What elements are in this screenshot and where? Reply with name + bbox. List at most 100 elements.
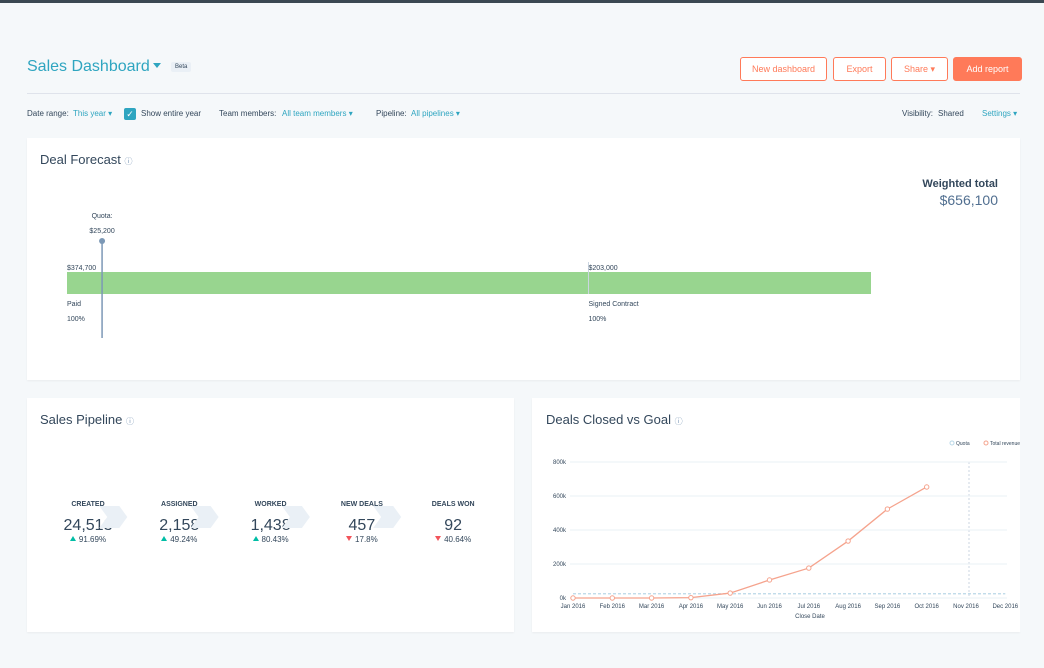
button[interactable]: Add report bbox=[953, 57, 1022, 81]
x-tick-label: Nov 2016 bbox=[953, 604, 979, 610]
divider bbox=[27, 93, 1020, 94]
stage-count: 92 bbox=[444, 517, 463, 534]
dropdown-label[interactable]: This year bbox=[73, 109, 106, 118]
stage-count: 24,513 bbox=[63, 517, 113, 534]
dashboard-title[interactable]: Sales Dashboard bbox=[27, 58, 150, 75]
filter-label: Pipeline: bbox=[376, 109, 407, 118]
stage: ASSIGNED 2,158 49.24% bbox=[139, 501, 219, 544]
forecast-bar bbox=[67, 272, 589, 294]
forecast-bar bbox=[588, 272, 871, 294]
weighted-total: $656,100 bbox=[939, 192, 998, 208]
change-text: 40.64% bbox=[444, 535, 472, 544]
visibility[interactable]: Shared bbox=[938, 109, 964, 118]
clip bbox=[1020, 398, 1044, 632]
badge: Beta bbox=[171, 62, 192, 72]
change-text: 91.69% bbox=[78, 535, 107, 544]
dropdown[interactable]: Settings ▾ bbox=[982, 109, 1018, 118]
y-tick-label: 0k bbox=[560, 596, 567, 602]
x-tick-label: Apr 2016 bbox=[679, 604, 704, 610]
change-text: 80.43% bbox=[261, 535, 289, 544]
button[interactable]: Export bbox=[833, 57, 886, 81]
filter-label: Date range: bbox=[27, 109, 69, 118]
legend-label: Quota bbox=[956, 441, 970, 447]
button[interactable]: Share ▾ bbox=[891, 57, 948, 81]
filter-label: Visibility: bbox=[902, 109, 933, 118]
card-title-text: Sales Pipeline bbox=[40, 412, 123, 427]
change-arrow bbox=[69, 536, 76, 541]
x-tick-label: Jun 2016 bbox=[757, 604, 782, 610]
checkbox-label[interactable]: Show entire year bbox=[141, 109, 202, 118]
legend-swatch bbox=[949, 440, 955, 446]
x-tick-label: Jul 2016 bbox=[797, 604, 820, 610]
point bbox=[806, 565, 812, 571]
stage-change: 80.43% bbox=[231, 535, 311, 544]
point bbox=[924, 484, 930, 490]
chevron bbox=[373, 506, 402, 528]
caret[interactable] bbox=[153, 63, 161, 68]
dropdown[interactable]: All pipelines ▾ bbox=[411, 109, 460, 118]
stage-change: 91.69% bbox=[48, 535, 128, 544]
card-title-text: Deals Closed vs Goal bbox=[546, 412, 671, 427]
quota-label: Quota: bbox=[92, 213, 113, 220]
stage-name: CREATED bbox=[71, 501, 105, 508]
stage-change: 17.8% bbox=[322, 535, 402, 544]
quota-dot bbox=[99, 238, 106, 244]
point bbox=[766, 577, 773, 583]
x-tick-label: Jan 2016 bbox=[561, 604, 586, 610]
card bbox=[27, 138, 1020, 380]
card bbox=[532, 398, 1020, 632]
x-tick-label: Mar 2016 bbox=[639, 604, 665, 610]
dropdown-label[interactable]: All team members bbox=[282, 109, 347, 118]
stage-name: NEW DEALS bbox=[340, 501, 383, 508]
button-label[interactable]: Share bbox=[903, 64, 928, 74]
checkbox[interactable]: ✓ bbox=[124, 108, 136, 120]
segment-value: $374,700 bbox=[67, 265, 96, 272]
change-arrow bbox=[252, 536, 259, 541]
x-tick-label: Dec 2016 bbox=[992, 604, 1018, 610]
y-tick-label: 800k bbox=[553, 460, 567, 466]
card-title: Sales Pipeline ⓘ bbox=[40, 412, 135, 427]
quota-value: $25,200 bbox=[89, 228, 114, 235]
chevron bbox=[281, 506, 310, 528]
stage-name: DEALS WON bbox=[431, 501, 475, 508]
stage-name: WORKED bbox=[254, 501, 287, 508]
point bbox=[609, 595, 615, 601]
x-tick-label: Feb 2016 bbox=[600, 604, 626, 610]
change-arrow bbox=[161, 536, 168, 541]
x-tick-label: Sep 2016 bbox=[875, 604, 901, 610]
change-arrow bbox=[346, 536, 353, 541]
point bbox=[884, 506, 891, 512]
change-text: 49.24% bbox=[170, 535, 198, 544]
stage: DEALS WON 92 40.64% bbox=[413, 501, 493, 544]
point bbox=[688, 594, 694, 601]
y-tick-label: 600k bbox=[553, 494, 567, 500]
dropdown-label[interactable]: Settings bbox=[982, 109, 1011, 118]
segment-name: Signed Contract bbox=[588, 301, 638, 308]
filter-label: Team members: bbox=[219, 109, 277, 118]
dropdown-label[interactable]: All pipelines bbox=[411, 109, 454, 118]
stage-change: 40.64% bbox=[413, 535, 493, 544]
button[interactable]: New dashboard bbox=[740, 57, 827, 81]
card-title: Deal Forecast ⓘ bbox=[40, 152, 133, 167]
chevron bbox=[190, 506, 219, 528]
weighted-label: Weighted total bbox=[922, 178, 998, 190]
x-axis-label: Close Date bbox=[795, 614, 825, 620]
x-tick-label: Aug 2016 bbox=[835, 604, 861, 610]
legend-label: Total revenue bbox=[990, 441, 1020, 447]
chevron bbox=[99, 506, 128, 528]
change-text: 17.8% bbox=[355, 535, 378, 544]
series-line bbox=[573, 486, 928, 599]
point bbox=[727, 590, 733, 596]
change-arrow bbox=[435, 536, 442, 541]
top-bar bbox=[0, 0, 1044, 3]
legend-swatch bbox=[983, 440, 989, 446]
stage-count: 457 bbox=[348, 517, 376, 534]
segment-percent: 100% bbox=[67, 316, 85, 323]
dropdown[interactable]: All team members ▾ bbox=[282, 109, 353, 118]
segment-percent: 100% bbox=[588, 316, 606, 323]
segment-name: Paid bbox=[67, 301, 81, 308]
point bbox=[845, 538, 851, 544]
y-tick-label: 200k bbox=[553, 562, 567, 568]
dropdown[interactable]: This year ▾ bbox=[73, 109, 113, 118]
